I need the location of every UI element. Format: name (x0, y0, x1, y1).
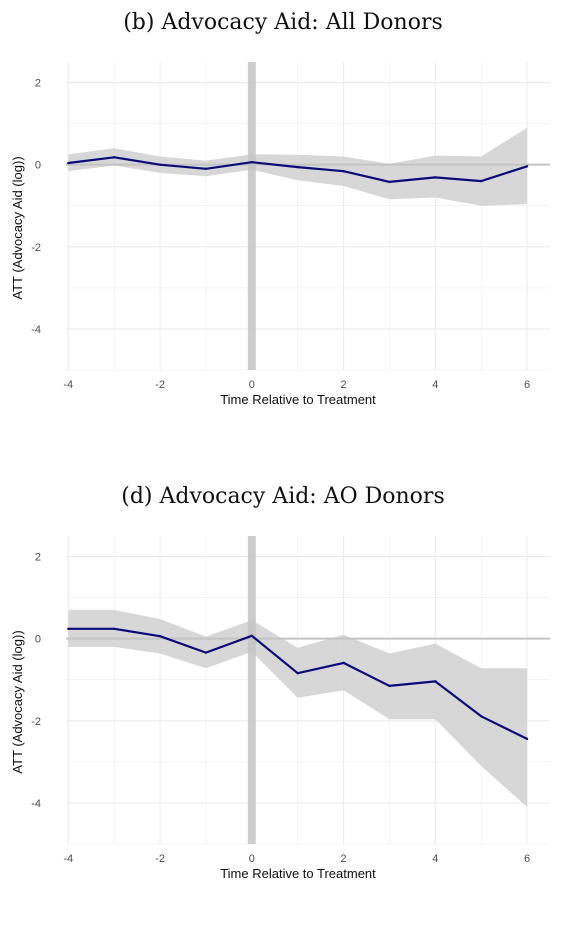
x-tick-label: 6 (524, 379, 530, 391)
att-estimate-point (479, 715, 483, 718)
chart-title: (d) Advocacy Aid: AO Donors (121, 484, 445, 509)
y-tick-label: -4 (31, 324, 41, 336)
att-estimate-point (388, 684, 391, 688)
att-estimate-point (296, 165, 299, 169)
att-estimate-point (525, 737, 529, 741)
x-axis-label: Time Relative to Treatment (220, 866, 376, 881)
event-study-chart-ao-donors: -4 -2 0 2 4 6 2 0 -2 -4 Time Relative to Treatment… (10, 536, 550, 881)
att-estimate-point (250, 161, 254, 164)
x-tick-label: 2 (340, 379, 346, 391)
y-tick-label: -2 (31, 716, 41, 728)
x-tick-label: -2 (155, 379, 165, 391)
att-estimate-point (388, 180, 391, 184)
y-axis-label: ATT (Advocacy Aid (log)) (10, 156, 25, 299)
confidence-band (68, 609, 528, 807)
x-tick-label: 4 (432, 853, 438, 865)
x-tick-label: -4 (63, 853, 73, 865)
att-estimate-point (67, 627, 70, 631)
att-estimate-point (342, 661, 345, 665)
att-estimate-point (204, 167, 208, 170)
att-estimate-point (434, 176, 437, 179)
att-estimate-point (204, 651, 208, 654)
y-tick-label: -2 (31, 242, 41, 254)
x-tick-label: 4 (432, 379, 438, 391)
att-estimate-point (434, 680, 437, 683)
att-estimate-point (525, 165, 529, 168)
x-tick-label: 0 (249, 853, 255, 865)
y-tick-label: -4 (31, 798, 41, 810)
y-tick-label: 2 (35, 552, 41, 564)
y-axis-label: ATT (Advocacy Aid (log)) (10, 630, 25, 773)
att-estimate-point (342, 170, 345, 173)
x-axis-label: Time Relative to Treatment (220, 392, 376, 407)
x-tick-label: 6 (524, 853, 530, 865)
att-estimate-point (479, 179, 483, 183)
att-estimate-point (296, 671, 299, 675)
y-tick-label: 0 (35, 160, 41, 172)
x-tick-label: 2 (340, 853, 346, 865)
x-tick-label: -2 (155, 853, 165, 865)
event-study-chart-all-donors: -4 -2 0 2 4 6 2 0 -2 -4 Time Relative to Treatment… (10, 62, 550, 407)
chart-title: (b) Advocacy Aid: All Donors (123, 10, 443, 35)
treatment-reference-line (247, 536, 256, 844)
x-tick-label: -4 (63, 379, 73, 391)
att-estimate-point (250, 634, 254, 637)
treatment-reference-line (247, 62, 256, 370)
y-tick-label: 0 (35, 634, 41, 646)
att-estimate-point (112, 156, 116, 159)
att-estimate-point (112, 627, 116, 631)
att-estimate-point (67, 161, 70, 165)
y-tick-label: 2 (35, 78, 41, 90)
att-estimate-point (158, 635, 162, 638)
x-tick-label: 0 (249, 379, 255, 391)
att-estimate-point (158, 163, 162, 166)
